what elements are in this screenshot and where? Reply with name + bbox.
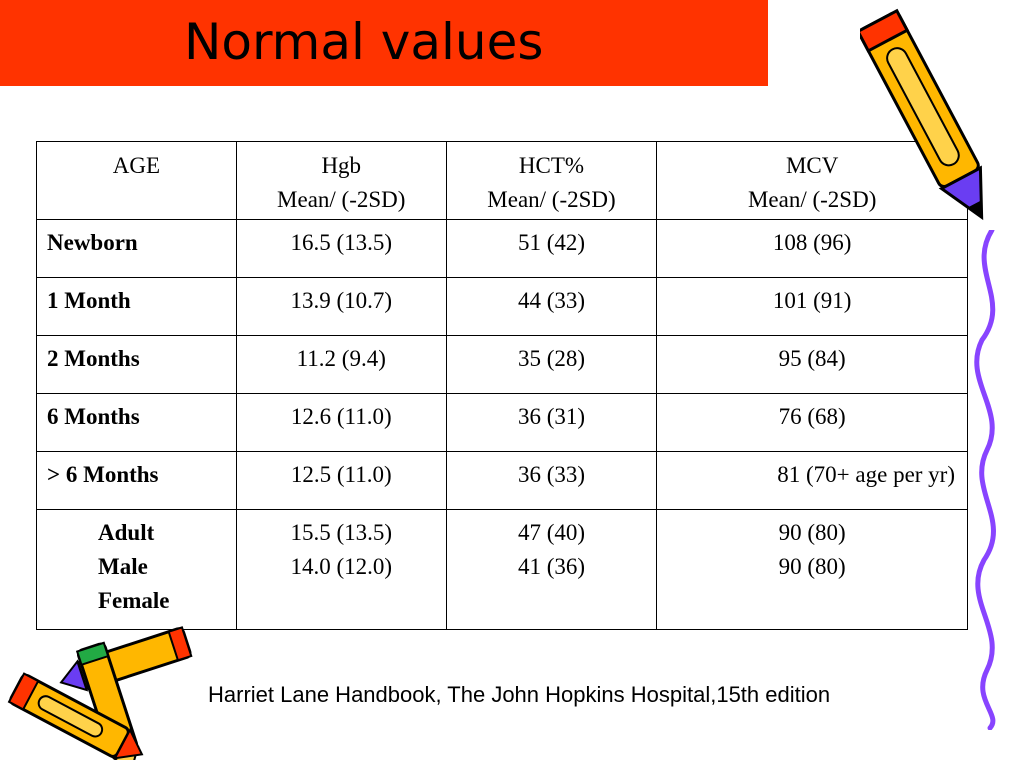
pencil-cluster-bottom-left-icon [7,626,193,760]
hgb-cell-adult: 15.5 (13.5) 14.0 (12.0) [235,509,447,630]
mcv-cell: 101 (91) [656,277,968,336]
hgb-cell: 11.2 (9.4) [235,335,447,394]
age-cell: 2 Months [36,335,237,394]
hct-cell-adult: 47 (40) 41 (36) [445,509,658,630]
header-mcv: MCV Mean/ (-2SD) [656,141,968,220]
hct-cell: 35 (28) [445,335,658,394]
table-row: 6 Months 12.6 (11.0) 36 (31) 76 (68) [36,393,968,452]
squiggle-line-icon [974,230,996,730]
header-age: AGE [36,141,237,220]
normal-values-table: AGE Hgb Mean/ (-2SD) HCT% Mean/ (-2SD) MCV… [36,141,968,630]
hgb-cell: 12.5 (11.0) [235,451,447,510]
hgb-cell: 13.9 (10.7) [235,277,447,336]
header-hgb: Hgb Mean/ (-2SD) [235,141,447,220]
table-row: 2 Months 11.2 (9.4) 35 (28) 95 (84) [36,335,968,394]
mcv-cell: 76 (68) [656,393,968,452]
table-header-row: AGE Hgb Mean/ (-2SD) HCT% Mean/ (-2SD) MCV… [36,141,968,220]
mcv-cell-adult: 90 (80) 90 (80) [656,509,968,630]
mcv-cell: 95 (84) [656,335,968,394]
title-banner [0,0,768,86]
mcv-cell: 108 (96) [656,219,968,278]
slide-title: Normal values [184,13,544,71]
age-cell: Newborn [36,219,237,278]
mcv-cell: 81 (70+ age per yr) [656,451,968,510]
age-cell-adult: Adult Male Female [36,509,237,630]
hct-cell: 36 (31) [445,393,658,452]
hct-cell: 51 (42) [445,219,658,278]
source-citation: Harriet Lane Handbook, The John Hopkins … [208,682,831,707]
header-hct: HCT% Mean/ (-2SD) [445,141,658,220]
age-cell: 1 Month [36,277,237,336]
table-row: Newborn 16.5 (13.5) 51 (42) 108 (96) [36,219,968,278]
hct-cell: 36 (33) [445,451,658,510]
table-row: > 6 Months 12.5 (11.0) 36 (33) 81 (70+ a… [36,451,968,510]
table-row: 1 Month 13.9 (10.7) 44 (33) 101 (91) [36,277,968,336]
table-row-adult: Adult Male Female 15.5 (13.5) 14.0 (12.0… [36,509,968,630]
hgb-cell: 12.6 (11.0) [235,393,447,452]
pencil-top-right-icon [860,8,984,221]
hct-cell: 44 (33) [445,277,658,336]
age-cell: 6 Months [36,393,237,452]
hgb-cell: 16.5 (13.5) [235,219,447,278]
age-cell: > 6 Months [36,451,237,510]
